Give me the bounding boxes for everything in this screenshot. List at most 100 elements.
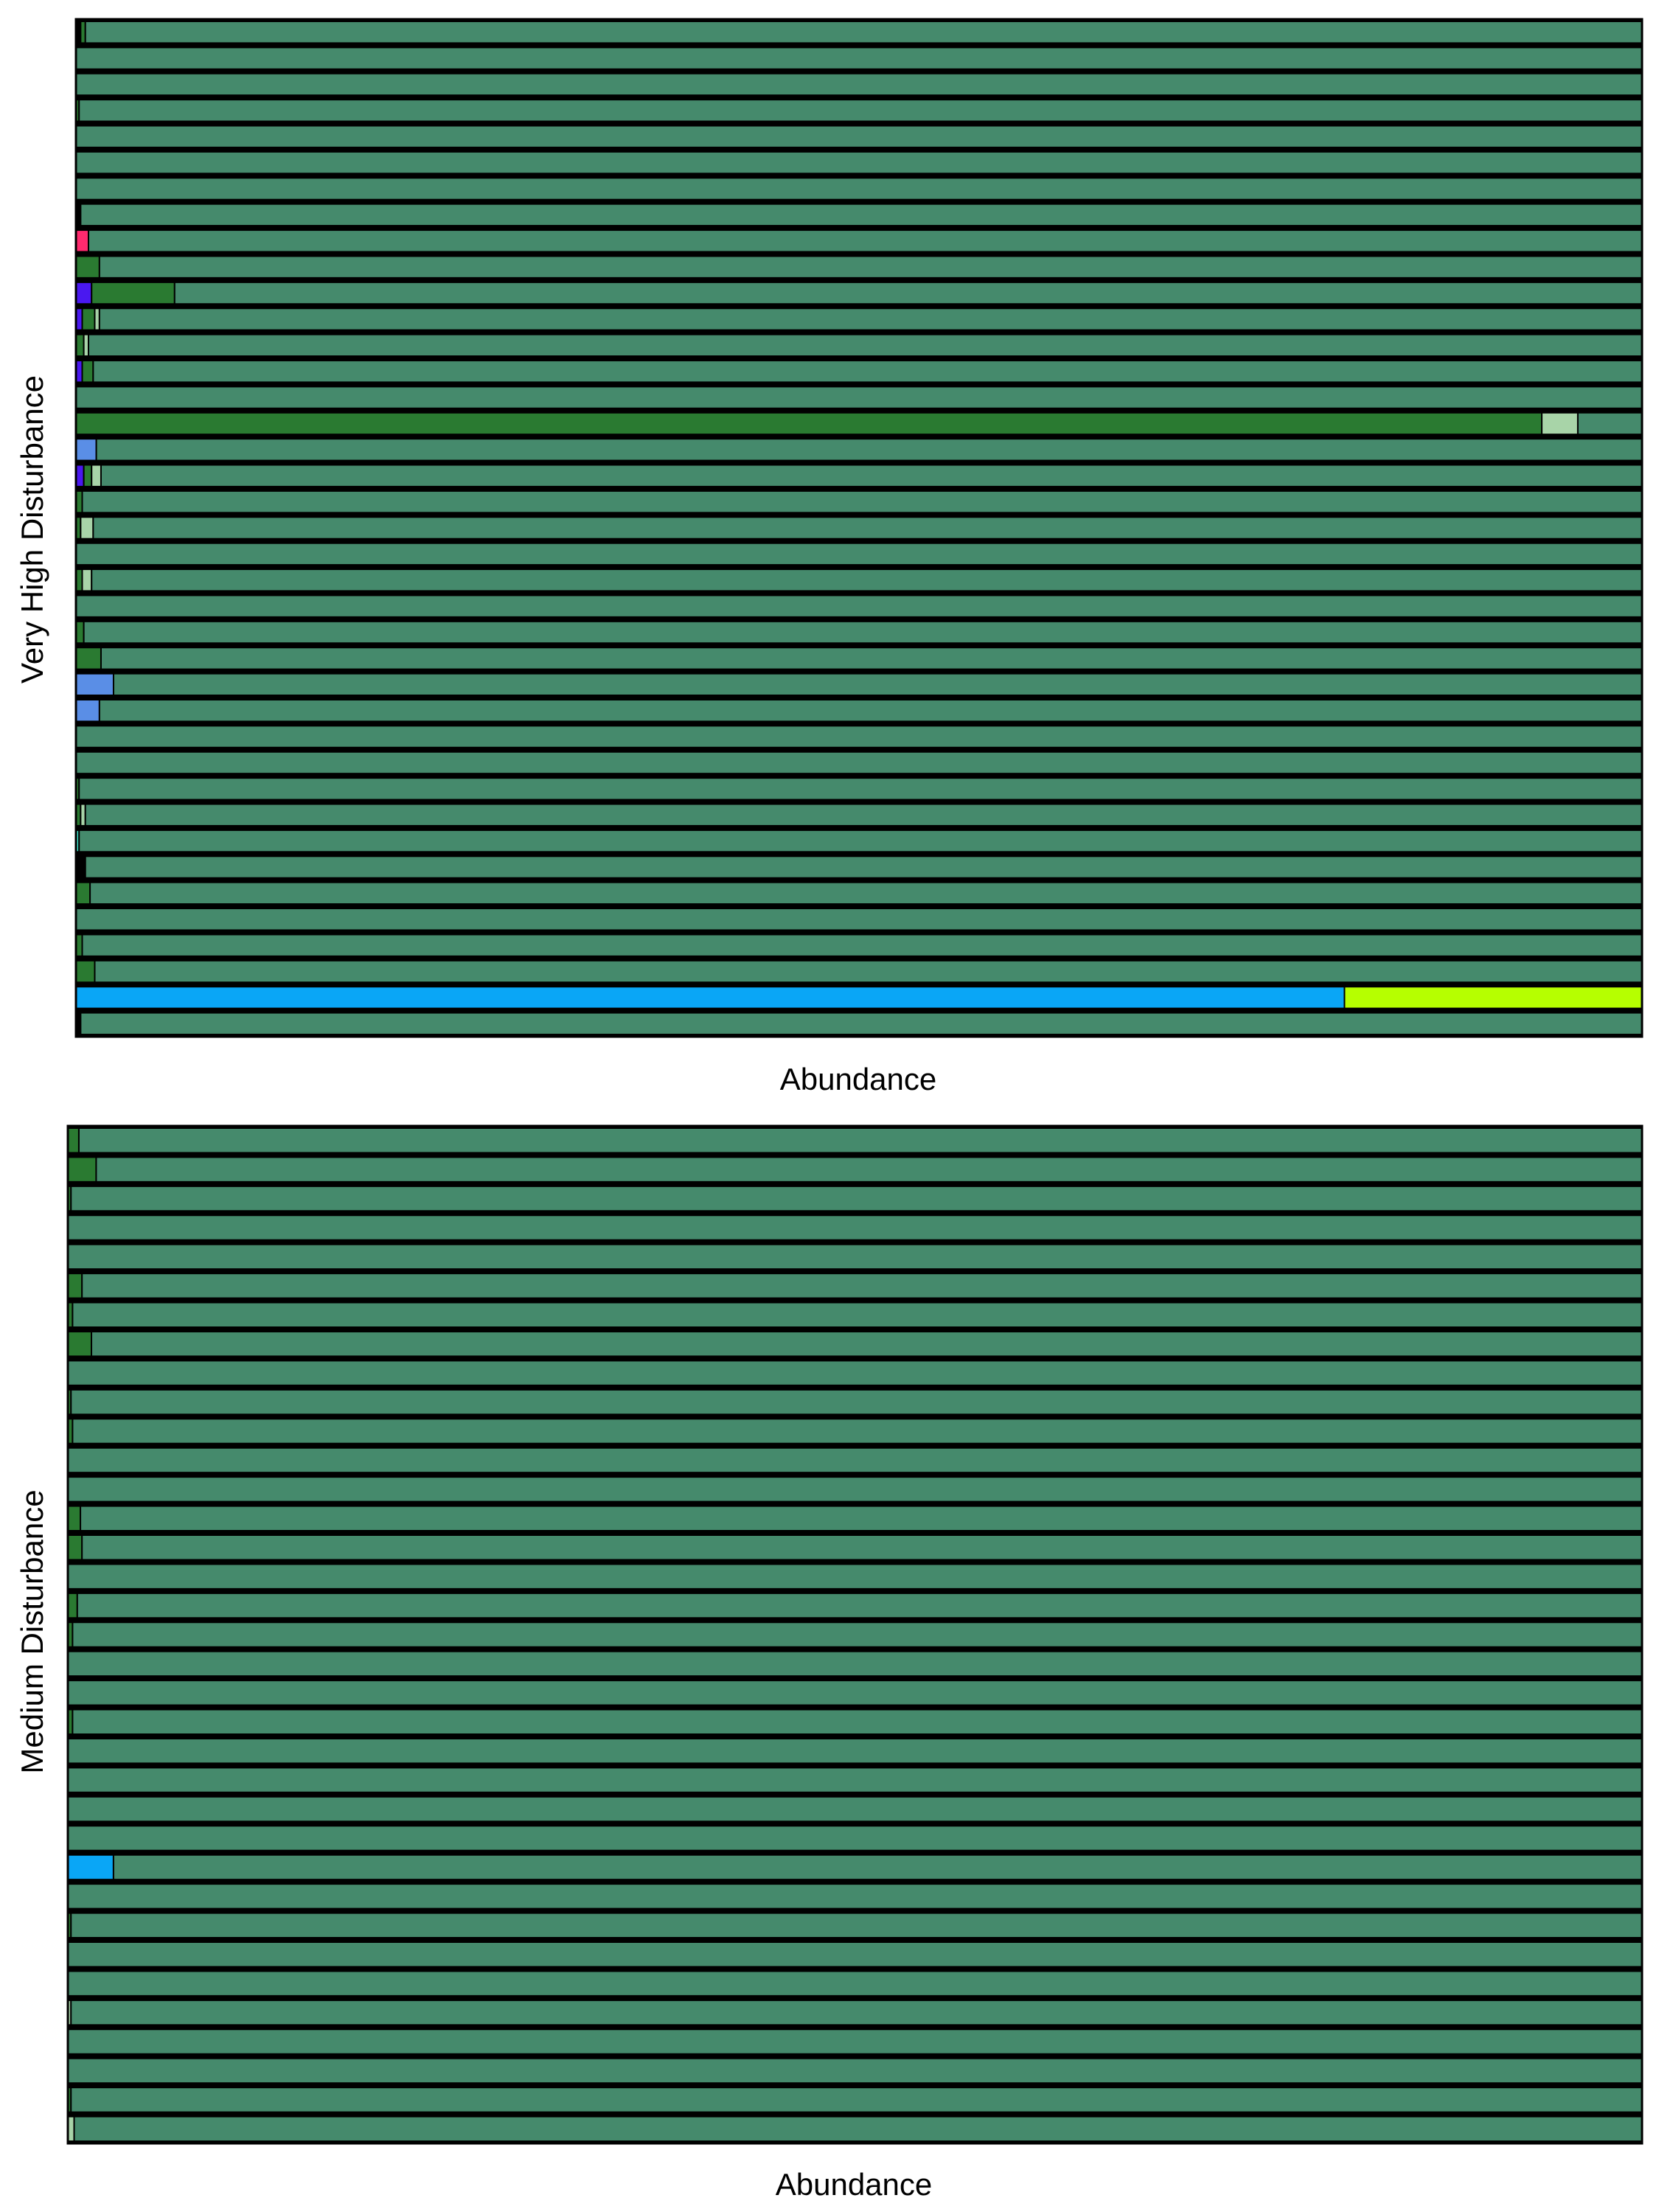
bar-segment-pale-green [81, 568, 93, 592]
bar-segment-black [75, 855, 86, 879]
bar-segment-base [67, 1767, 1643, 1793]
bar-segment-base [173, 281, 1643, 305]
bar-segment-base [81, 1273, 1643, 1299]
bar-row-18 [67, 1621, 1643, 1648]
bar-segment-base [92, 360, 1643, 383]
bar-row-9 [75, 229, 1644, 253]
bar-segment-base [67, 1941, 1643, 1968]
bar-row-2 [67, 1156, 1644, 1183]
bar-segment-sky-blue [67, 1854, 114, 1881]
bar-segment-base [98, 307, 1643, 331]
bar-row-32 [67, 2028, 1643, 2055]
panel-very-high-disturbance [74, 18, 1644, 1038]
bar-segment-pink [75, 229, 89, 253]
bar-row-26 [67, 1854, 1643, 1881]
bar-row-8 [75, 203, 1643, 227]
bar-segment-base [75, 751, 1643, 775]
bar-row-3 [75, 72, 1643, 97]
bar-segment-base [67, 1883, 1643, 1910]
bar-row-8 [67, 1331, 1644, 1357]
bar-segment-dark-green [75, 620, 85, 644]
bar-row-5 [67, 1243, 1643, 1270]
bar-segment-pale-green [1541, 411, 1579, 436]
bar-row-29 [75, 751, 1643, 775]
bar-row-33 [75, 855, 1644, 879]
bar-segment-base [72, 1301, 1643, 1328]
bar-row-10 [67, 1388, 1643, 1416]
bar-segment-base [75, 594, 1643, 618]
bar-segment-purple [75, 281, 93, 305]
bar-segment-base [75, 725, 1643, 748]
bar-row-35 [67, 2115, 1643, 2143]
bar-segment-dark-green [75, 647, 102, 670]
bar-segment-dark-green [67, 1534, 83, 1561]
bar-row-7 [75, 177, 1643, 201]
bar-row-35 [75, 908, 1643, 931]
bar-row-26 [75, 672, 1643, 696]
bar-row-24 [67, 1795, 1643, 1823]
bar-row-34 [67, 2087, 1643, 2113]
bar-segment-base [67, 2057, 1643, 2084]
bar-segment-base [67, 1680, 1643, 1706]
bar-segment-base [75, 908, 1643, 931]
bar-segment-base [67, 1360, 1643, 1386]
bar-row-13 [67, 1476, 1643, 1503]
bar-row-29 [67, 1941, 1643, 1968]
bar-row-3 [67, 1185, 1643, 1212]
bar-segment-base [95, 1156, 1644, 1183]
bar-segment-base [70, 1388, 1643, 1416]
bar-row-27 [75, 699, 1643, 723]
bar-segment-base [84, 855, 1644, 879]
bar-segment-base [67, 1738, 1643, 1764]
bar-segment-base [83, 620, 1643, 644]
bar-segment-dark-green [75, 881, 91, 905]
bar-row-15 [75, 386, 1643, 409]
bar-segment-base [100, 464, 1644, 487]
bar-segment-dark-green [75, 333, 85, 358]
bar-segment-dark-green [67, 1127, 80, 1154]
bar-segment-base [70, 1999, 1643, 2026]
bar-row-10 [75, 255, 1643, 279]
bar-segment-base [70, 1912, 1643, 1939]
bar-row-31 [75, 803, 1644, 827]
bar-row-27 [67, 1883, 1643, 1910]
bar-row-17 [75, 438, 1643, 462]
bar-row-16 [75, 411, 1644, 436]
bar-row-16 [67, 1563, 1643, 1590]
bar-segment-base [91, 568, 1644, 592]
bar-segment-cornflower [75, 438, 97, 462]
bar-row-11 [75, 281, 1643, 305]
bar-segment-dark-green [91, 281, 175, 305]
bar-row-2 [75, 46, 1643, 70]
bar-segment-base [78, 777, 1643, 801]
bar-segment-base [78, 829, 1643, 853]
bar-segment-base [84, 803, 1644, 827]
bar-row-7 [67, 1301, 1643, 1328]
bar-segment-dark-green [67, 1273, 83, 1299]
bar-row-28 [67, 1912, 1643, 1939]
bar-segment-base [100, 647, 1644, 670]
bar-segment-base [75, 125, 1643, 148]
bar-segment-base [67, 1563, 1643, 1590]
bar-segment-base [75, 386, 1643, 409]
bar-row-22 [75, 568, 1644, 592]
bar-segment-base [67, 1447, 1643, 1474]
bar-row-1 [67, 1127, 1643, 1154]
y-axis-label-bottom: Medium Disturbance [15, 1489, 49, 1773]
bar-segment-dark-green [67, 1156, 97, 1183]
bar-row-39 [75, 1012, 1643, 1035]
bar-row-1 [75, 21, 1644, 44]
bar-row-20 [67, 1680, 1643, 1706]
bar-segment-cornflower [75, 672, 114, 696]
bar-segment-base [87, 333, 1644, 358]
bar-segment-base [1576, 411, 1644, 436]
bar-row-19 [67, 1650, 1643, 1677]
bar-segment-base [67, 1650, 1643, 1677]
bar-row-36 [75, 933, 1643, 957]
bar-row-21 [75, 542, 1643, 566]
bar-row-34 [75, 881, 1644, 905]
bar-row-22 [67, 1738, 1643, 1764]
bar-segment-base [75, 542, 1643, 566]
bar-row-17 [67, 1592, 1643, 1619]
